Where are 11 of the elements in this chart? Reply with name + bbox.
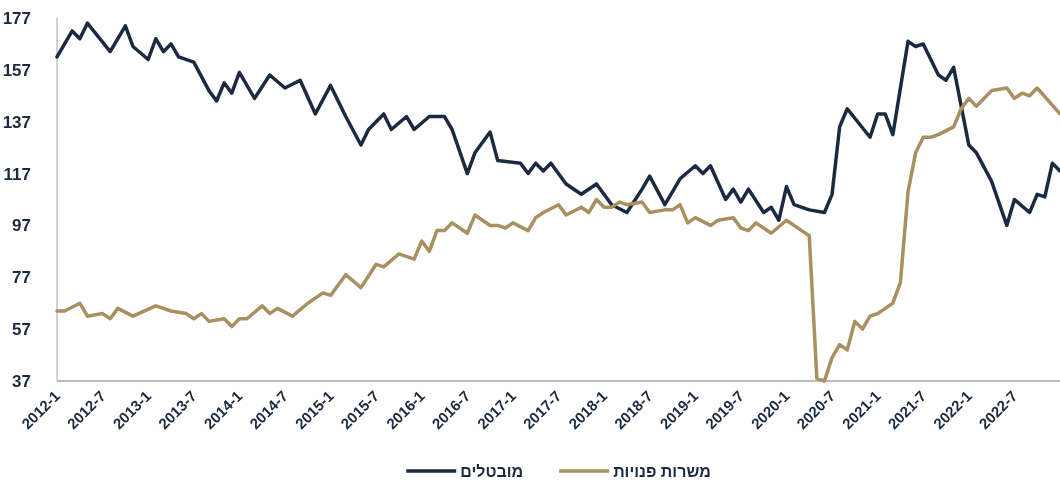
y-tick-label: 77 [12,268,31,288]
y-tick-label: 37 [12,372,31,391]
legend-label: משרות פנויות [613,463,711,480]
y-tick-label: 157 [2,60,31,80]
y-tick-label: 97 [12,216,31,236]
legend-label: מובטלים [460,463,524,480]
y-tick-label: 137 [2,112,31,132]
y-tick-label: 117 [3,164,31,184]
y-tick-label: 177 [2,9,31,28]
y-tick-label: 57 [12,320,31,340]
line-series [55,21,1060,228]
